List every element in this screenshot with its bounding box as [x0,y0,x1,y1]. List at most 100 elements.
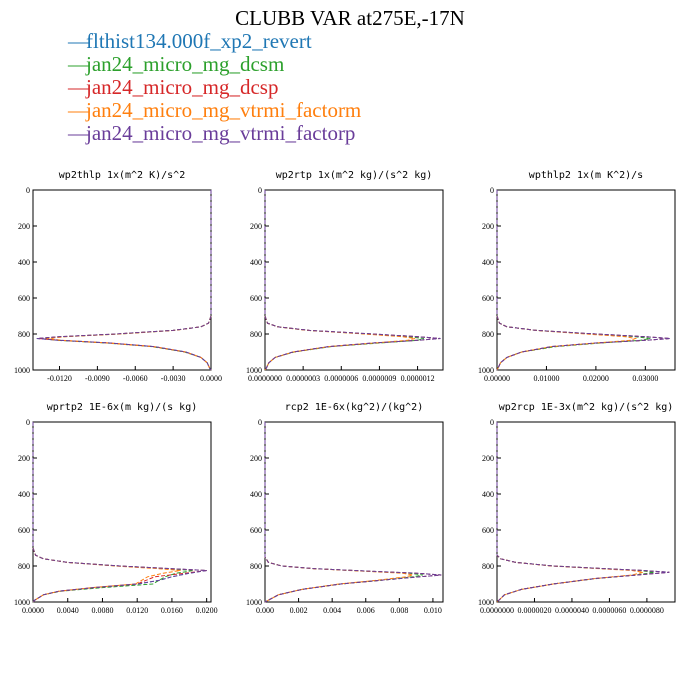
series-line [264,422,442,603]
y-tick-label: 0 [26,418,30,427]
legend-line-marker: — [68,121,89,145]
x-tick-label: -0.0060 [123,374,148,383]
legend-label: jan24_micro_mg_dcsp [86,75,279,99]
series-line [496,422,670,603]
x-tick-label: 0.0000000 [480,606,514,615]
y-tick-label: 400 [482,490,494,499]
y-tick-label: 600 [18,294,30,303]
series-line [264,190,416,371]
series-line [496,422,670,603]
x-tick-label: 0.0000009 [362,374,396,383]
series-line [496,190,671,371]
legend: —flthist134.000f_xp2_revert —jan24_micro… [68,30,361,145]
y-tick-label: 1000 [246,366,262,375]
y-tick-label: 200 [250,222,262,231]
panel-title: rcp2 1E-6x(kg^2)/(kg^2) [285,402,423,413]
y-tick-label: 1000 [478,366,494,375]
x-tick-label: 0.0000 [200,374,222,383]
series-line [496,190,671,371]
series-line [264,422,442,603]
y-tick-label: 200 [18,222,30,231]
y-tick-label: 1000 [478,598,494,607]
x-tick-label: -0.0120 [47,374,72,383]
y-tick-label: 400 [250,258,262,267]
y-tick-label: 0 [26,186,30,195]
x-tick-label: 0.0000060 [592,606,626,615]
y-tick-label: 1000 [14,366,30,375]
y-tick-label: 200 [250,454,262,463]
series-line [264,190,441,371]
x-tick-label: 0.0000 [22,606,44,615]
legend-label: jan24_micro_mg_vtrmi_factorp [86,121,356,145]
x-tick-label: 0.0000080 [630,606,664,615]
x-tick-label: 0.03000 [632,374,658,383]
panel-title: wp2thlp 1x(m^2 K)/s^2 [59,170,185,181]
y-tick-label: 400 [18,258,30,267]
legend-label: flthist134.000f_xp2_revert [86,29,312,53]
legend-item: —jan24_micro_mg_dcsm [68,53,361,76]
series-line [36,190,212,371]
series-line [46,190,212,371]
series-line [264,422,423,603]
figure-title: CLUBB VAR at275E,-17N [235,6,465,30]
series-line [264,190,441,371]
plot-frame [264,189,444,371]
series-line [264,190,425,371]
x-tick-label: 0.0000040 [555,606,589,615]
chart-panel: wpthlp2 1x(m K^2)/s 0 200 400 600 800 10000.00… [478,170,676,383]
y-tick-label: 600 [250,526,262,535]
series-line [496,422,644,603]
legend-item: —jan24_micro_mg_dcsp [68,76,361,99]
x-tick-label: -0.0030 [161,374,186,383]
x-tick-label: 0.006 [357,606,375,615]
series-line [496,422,670,603]
legend-line-marker: — [68,75,89,99]
plot-frame [32,189,212,371]
series-line [264,422,413,603]
y-tick-label: 800 [250,330,262,339]
x-tick-label: 0.0160 [161,606,183,615]
series-line [264,422,442,603]
x-tick-label: 0.0000003 [286,374,320,383]
panel-title: wp2rcp 1E-3x(m^2 kg)/(s^2 kg) [499,402,674,413]
y-tick-label: 200 [18,454,30,463]
series-line [37,190,212,371]
y-tick-label: 400 [250,490,262,499]
y-tick-label: 0 [490,186,494,195]
y-tick-label: 0 [258,418,262,427]
x-tick-label: 0.0000020 [517,606,551,615]
legend-line-marker: — [68,52,89,76]
y-tick-label: 800 [482,330,494,339]
y-tick-label: 600 [482,294,494,303]
legend-item: —jan24_micro_mg_vtrmi_factorm [68,99,361,122]
series-line [496,190,671,371]
plot-frame [496,189,676,371]
y-tick-label: 800 [18,562,30,571]
x-tick-label: 0.01000 [533,374,559,383]
plot-frame [32,421,212,603]
x-tick-label: 0.0040 [57,606,79,615]
chart-panel: wp2thlp 1x(m^2 K)/s^2 0 200 400 600 800 1000 -0… [14,170,222,383]
x-tick-label: -0.0090 [85,374,110,383]
y-tick-label: 800 [250,562,262,571]
legend-line-marker: — [68,29,89,53]
series-line [496,190,638,371]
x-tick-label: 0.004 [323,606,341,615]
y-tick-label: 400 [482,258,494,267]
series-line [32,422,181,603]
legend-item: —jan24_micro_mg_vtrmi_factorp [68,122,361,145]
series-line [32,422,207,603]
legend-label: jan24_micro_mg_vtrmi_factorm [86,98,362,122]
chart-panel: wprtp2 1E-6x(m kg)/(s kg) 0 200 400 600 800 10… [14,402,218,615]
chart-panel: wp2rcp 1E-3x(m^2 kg)/(s^2 kg) 0 200 400 600 8… [478,402,676,615]
legend-line-marker: — [68,98,89,122]
y-tick-label: 800 [482,562,494,571]
x-tick-label: 0.0200 [196,606,218,615]
y-tick-label: 200 [482,222,494,231]
plot-frame [264,421,444,603]
panel-title: wpthlp2 1x(m K^2)/s [529,170,643,181]
x-tick-label: 0.0000012 [401,374,435,383]
y-tick-label: 800 [18,330,30,339]
x-tick-label: 0.00000 [484,374,510,383]
